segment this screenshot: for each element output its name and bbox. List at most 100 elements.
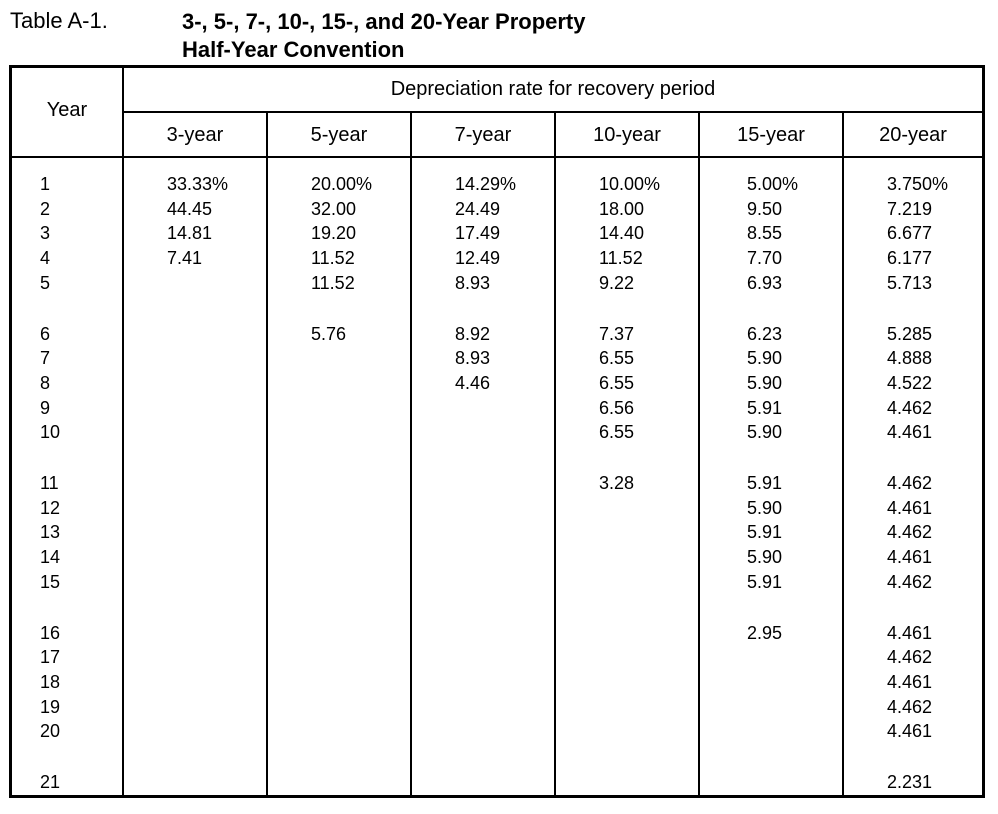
group-header-divider: [122, 111, 982, 113]
cell-row-12-year: 12: [40, 497, 61, 518]
cell-row-1-7-year: 14.29%: [455, 174, 517, 194]
depreciation-table: Year Depreciation rate for recovery peri…: [9, 65, 985, 798]
table-caption: Table A-1. 3-, 5-, 7-, 10-, 15-, and 20-…: [10, 6, 990, 62]
cell-row-7-year: 7: [40, 348, 51, 369]
cell-row-18-20-year: 4.461: [887, 671, 933, 692]
cell-row-20-20-year: 4.461: [887, 721, 933, 742]
cell-row-6-year: 6: [40, 323, 51, 344]
cell-row-5-5-year: 11.52: [311, 272, 355, 293]
cell-row-3-20-year: 6.677: [887, 223, 933, 244]
cell-row-7-7-year: 8.93: [455, 348, 491, 369]
column-header-3-year: 3-year: [166, 124, 224, 146]
cell-row-8-15-year: 5.90: [747, 372, 783, 393]
cell-row-10-year: 10: [40, 422, 61, 443]
cell-row-4-5-year: 11.52: [311, 248, 355, 269]
cell-row-7-20-year: 4.888: [887, 348, 933, 369]
cell-row-6-5-year: 5.76: [311, 323, 347, 344]
cell-row-6-20-year: 5.285: [887, 323, 933, 344]
cell-row-6-15-year: 6.23: [747, 323, 783, 344]
cell-row-3-15-year: 8.55: [747, 223, 783, 244]
cell-row-12-15-year: 5.90: [747, 497, 783, 518]
cell-row-4-year: 4: [40, 248, 51, 269]
cell-row-18-year: 18: [40, 671, 61, 692]
cell-row-8-10-year: 6.55: [599, 372, 635, 393]
cell-row-4-3-year: 7.41: [167, 248, 203, 269]
cell-row-4-15-year: 7.70: [747, 248, 783, 269]
cell-row-14-year: 14: [40, 547, 61, 568]
cell-row-4-20-year: 6.177: [887, 248, 933, 269]
column-divider-2: [410, 113, 412, 795]
cell-row-10-10-year: 6.55: [599, 422, 635, 443]
cell-row-1-3-year: 33.33%: [167, 174, 229, 194]
cell-row-1-15-year: 5.00%: [747, 174, 799, 194]
cell-row-10-20-year: 4.461: [887, 422, 933, 443]
cell-row-11-20-year: 4.462: [887, 473, 933, 493]
cell-row-21-year: 21: [40, 772, 61, 792]
cell-row-5-20-year: 5.713: [887, 272, 933, 293]
cell-row-3-7-year: 17.49: [455, 223, 501, 244]
cell-row-19-year: 19: [40, 696, 61, 717]
cell-row-2-3-year: 44.45: [167, 198, 213, 219]
cell-row-7-15-year: 5.90: [747, 348, 783, 369]
cell-row-3-10-year: 14.40: [599, 223, 645, 244]
cell-row-9-15-year: 5.91: [747, 397, 783, 418]
cell-row-5-7-year: 8.93: [455, 272, 491, 293]
cell-row-3-5-year: 19.20: [311, 223, 357, 244]
cell-row-11-year: 11: [40, 473, 59, 493]
cell-row-16-15-year: 2.95: [747, 622, 783, 643]
cell-row-5-10-year: 9.22: [599, 272, 635, 293]
column-header-5-year: 5-year: [310, 124, 368, 146]
cell-row-8-7-year: 4.46: [455, 372, 491, 393]
table-label: Table A-1.: [10, 8, 108, 33]
cell-row-15-year: 15: [40, 571, 61, 592]
column-header-7-year: 7-year: [454, 124, 512, 146]
year-column-divider: [122, 68, 124, 795]
cell-row-1-20-year: 3.750%: [887, 174, 949, 194]
cell-row-10-15-year: 5.90: [747, 422, 783, 443]
cell-row-4-10-year: 11.52: [599, 248, 643, 269]
cell-row-13-20-year: 4.462: [887, 522, 933, 543]
cell-row-17-year: 17: [40, 647, 61, 668]
cell-row-8-20-year: 4.522: [887, 372, 933, 393]
cell-row-3-year: 3: [40, 223, 51, 244]
cell-row-14-15-year: 5.90: [747, 547, 783, 568]
cell-row-2-10-year: 18.00: [599, 198, 645, 219]
cell-row-4-7-year: 12.49: [455, 248, 501, 269]
cell-row-17-20-year: 4.462: [887, 647, 933, 668]
recovery-period-header: Depreciation rate for recovery period: [390, 78, 716, 100]
cell-row-16-20-year: 4.461: [887, 622, 933, 643]
column-divider-5: [842, 113, 844, 795]
cell-row-1-10-year: 10.00%: [599, 174, 661, 194]
cell-row-15-20-year: 4.462: [887, 571, 933, 592]
column-header-15-year: 15-year: [737, 124, 805, 146]
cell-row-12-20-year: 4.461: [887, 497, 933, 518]
cell-row-7-10-year: 6.55: [599, 348, 635, 369]
cell-row-5-year: 5: [40, 272, 51, 293]
column-header-20-year: 20-year: [879, 124, 947, 146]
table-title: 3-, 5-, 7-, 10-, 15-, and 20-Year Proper…: [182, 8, 586, 64]
cell-row-2-5-year: 32.00: [311, 198, 357, 219]
column-header-10-year: 10-year: [593, 124, 661, 146]
cell-row-19-20-year: 4.462: [887, 696, 933, 717]
cell-row-8-year: 8: [40, 372, 51, 393]
cell-row-2-15-year: 9.50: [747, 198, 783, 219]
cell-row-1-5-year: 20.00%: [311, 174, 373, 194]
table-title-line-1: 3-, 5-, 7-, 10-, 15-, and 20-Year Proper…: [182, 9, 586, 34]
cell-row-11-10-year: 3.28: [599, 473, 635, 493]
cell-row-6-10-year: 7.37: [599, 323, 635, 344]
cell-row-2-year: 2: [40, 198, 51, 219]
table-title-line-2: Half-Year Convention: [182, 37, 405, 62]
column-divider-4: [698, 113, 700, 795]
column-divider-1: [266, 113, 268, 795]
header-bottom-divider: [12, 156, 982, 158]
cell-row-14-20-year: 4.461: [887, 547, 933, 568]
cell-row-21-20-year: 2.231: [887, 772, 933, 792]
cell-row-6-7-year: 8.92: [455, 323, 491, 344]
year-header: Year: [46, 99, 88, 121]
cell-row-9-20-year: 4.462: [887, 397, 933, 418]
cell-row-9-10-year: 6.56: [599, 397, 635, 418]
cell-row-5-15-year: 6.93: [747, 272, 783, 293]
cell-row-9-year: 9: [40, 397, 51, 418]
column-divider-3: [554, 113, 556, 795]
cell-row-11-15-year: 5.91: [747, 473, 783, 493]
